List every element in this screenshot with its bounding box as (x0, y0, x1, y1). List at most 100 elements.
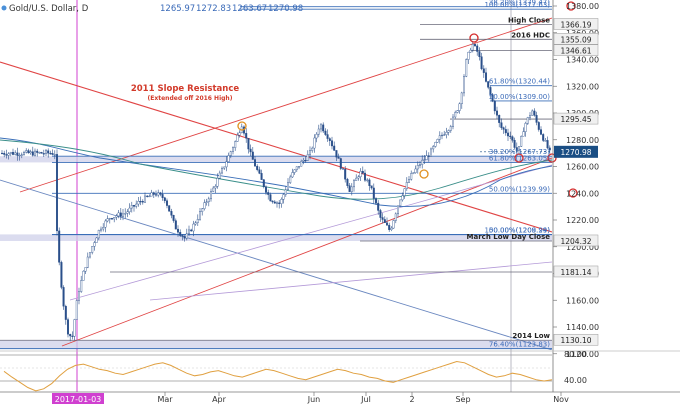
candle-body (491, 94, 494, 102)
level-label: 50.00%(1309.00) (489, 93, 550, 101)
candle-body (425, 155, 428, 160)
candle-body (416, 165, 419, 170)
candle-body (458, 103, 461, 111)
candle-body (383, 219, 386, 223)
ohlc-close: 1270.98 (268, 4, 303, 14)
candle-body (7, 153, 10, 156)
candle-body (291, 172, 294, 178)
candle-body (143, 195, 146, 203)
candle-body (427, 155, 430, 157)
rsi-line (3, 360, 553, 392)
candle-body (460, 92, 463, 105)
candle-body (45, 150, 48, 154)
price-level-tag-label: 1181.14 (560, 268, 591, 277)
moving-average-line (0, 137, 552, 208)
rsi-tick-80: 80.00 (564, 350, 587, 359)
candle-body (278, 202, 281, 204)
price-level-tag-label: 1366.19 (560, 20, 591, 29)
candle-body (190, 229, 193, 232)
candle-body (471, 44, 474, 51)
candle-body (97, 229, 100, 239)
level-label: High Close (508, 16, 550, 24)
candle-body (229, 151, 232, 156)
candle-body (251, 151, 254, 160)
price-tick-label: 1200.00 (566, 243, 599, 252)
symbol-icon (1, 5, 7, 11)
candle-body (249, 148, 252, 153)
candle-body (165, 200, 168, 206)
candle-body (315, 133, 318, 139)
candle-body (9, 152, 12, 154)
candle-body (390, 227, 393, 230)
candle-body (203, 202, 206, 209)
candle-body (276, 202, 279, 204)
candle-body (500, 122, 503, 128)
candle-body (69, 333, 72, 337)
candle-body (154, 194, 157, 196)
price-tick-label: 1120.00 (566, 350, 599, 359)
candle-body (214, 186, 217, 189)
candle-body (359, 171, 362, 178)
candle-body (117, 212, 120, 217)
candle-body (304, 160, 307, 162)
candle-body (306, 154, 309, 161)
candle-body (201, 208, 204, 212)
candle-body (137, 201, 140, 205)
candle-body (179, 232, 182, 236)
candle-body (172, 215, 175, 221)
price-tick-label: 1220.00 (566, 216, 599, 225)
level-label: 61.80%(1263.05) (489, 154, 550, 162)
candle-body (108, 218, 111, 220)
candle-body (546, 140, 549, 149)
candle-body (339, 158, 342, 169)
candle-body (139, 201, 142, 203)
candle-body (238, 132, 241, 136)
candle-body (293, 169, 296, 173)
symbol-title: Gold/U.S. Dollar, D (9, 4, 89, 14)
candle-body (102, 227, 105, 230)
candle-body (3, 152, 6, 155)
candle-body (170, 211, 173, 216)
candle-body (47, 150, 50, 154)
candle-body (456, 110, 459, 113)
swing-marker-aug (419, 169, 429, 179)
level-label: 100.00%(1377.63) (484, 1, 550, 9)
slope-resistance-line (0, 61, 552, 233)
candle-body (119, 212, 122, 217)
candle-body (36, 150, 39, 153)
current-price-tag (554, 145, 598, 158)
candle-body (273, 201, 276, 204)
time-tick-label: Jun (307, 395, 321, 404)
candle-body (113, 217, 116, 220)
candle-body (511, 136, 514, 141)
price-tick-label: 1280.00 (566, 136, 599, 145)
candle-body (86, 256, 89, 268)
candle-body (388, 224, 391, 230)
swing-marker-apr (237, 121, 247, 131)
candle-body (335, 150, 338, 158)
candle-body (386, 222, 389, 226)
candle-body (267, 192, 270, 195)
candle-body (282, 194, 285, 200)
candle-body (485, 72, 488, 82)
candle-body (262, 179, 265, 187)
upper-channel-line (19, 17, 552, 193)
candle-body (489, 87, 492, 95)
price-tick-label: 1260.00 (566, 163, 599, 172)
support-zone (0, 340, 552, 349)
candle-body (183, 236, 186, 239)
candle-body (132, 205, 135, 207)
candle-body (421, 159, 424, 165)
candle-body (185, 233, 188, 239)
candle-body (66, 319, 69, 335)
candle-body (176, 228, 179, 233)
price-tick-label: 1340.00 (566, 56, 599, 65)
candle-body (410, 173, 413, 180)
candle-body (192, 223, 195, 232)
lower-channel-line (61, 157, 552, 347)
candle-body (56, 154, 59, 232)
candle-body (452, 116, 455, 127)
price-level-tag-label: 1346.61 (560, 47, 591, 56)
candle-body (326, 134, 329, 139)
candle-body (20, 154, 23, 156)
